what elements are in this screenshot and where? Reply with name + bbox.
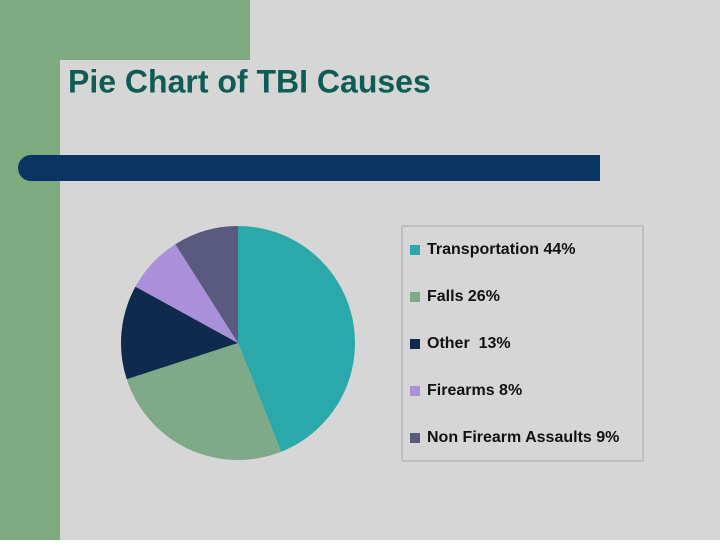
pie-slice xyxy=(175,226,238,343)
legend-swatch xyxy=(410,292,420,302)
pie-slice xyxy=(135,244,238,343)
legend-label: Non Firearm Assaults 9% xyxy=(427,429,619,446)
legend: Transportation 44% Falls 26% Other 13% Fire… xyxy=(410,241,619,446)
legend-swatch xyxy=(410,245,420,255)
side-band xyxy=(0,0,60,540)
pie-slice xyxy=(238,226,355,452)
legend-label: Other 13% xyxy=(427,335,511,352)
legend-swatch xyxy=(410,433,420,443)
title-bar-end xyxy=(587,155,600,181)
legend-swatch xyxy=(410,339,420,349)
legend-box xyxy=(401,225,644,462)
legend-label: Transportation 44% xyxy=(427,241,575,258)
title-bar xyxy=(18,155,600,181)
legend-label: Firearms 8% xyxy=(427,382,522,399)
pie xyxy=(120,226,355,461)
pie-slice xyxy=(120,286,238,380)
legend-swatch xyxy=(410,386,420,396)
legend-label: Falls 26% xyxy=(427,288,500,305)
chart-title: Pie Chart of TBI Causes xyxy=(68,63,431,99)
pie-slice xyxy=(126,343,282,461)
